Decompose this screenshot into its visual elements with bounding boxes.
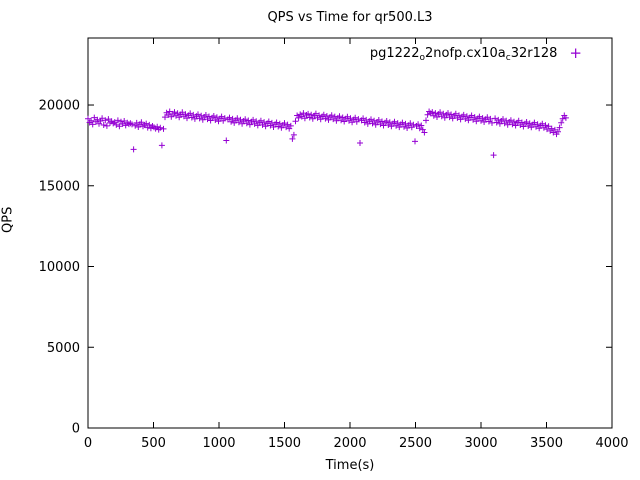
x-tick-label: 1500 (268, 436, 301, 451)
legend-label-subscript: o (419, 53, 425, 63)
x-tick-label: 2500 (399, 436, 432, 451)
legend-label-part: pg1222 (369, 46, 420, 61)
x-tick-label: 0 (84, 436, 92, 451)
x-tick-label: 3000 (464, 436, 497, 451)
legend-label-part: 32r128 (510, 46, 558, 61)
x-tick-label: 4000 (595, 436, 628, 451)
y-tick-label: 15000 (39, 179, 80, 194)
x-tick-label: 500 (141, 436, 166, 451)
y-tick-label: 10000 (39, 260, 80, 275)
legend-label-part: 2nofp.cx10a (424, 46, 506, 61)
chart-title: QPS vs Time for qr500.L3 (267, 10, 433, 25)
x-tick-label: 2000 (333, 436, 366, 451)
x-tick-label: 1000 (202, 436, 235, 451)
scatter-series (85, 108, 569, 159)
y-tick-label: 0 (72, 422, 80, 437)
y-tick-label: 20000 (39, 99, 80, 114)
x-axis-label: Time(s) (325, 458, 375, 473)
y-axis-label: QPS (0, 206, 16, 233)
plus-marker-icon: + (569, 44, 582, 62)
legend: pg1222o2nofp.cx10ac32r128 + (369, 44, 582, 64)
legend-label-subscript: c (505, 53, 511, 63)
y-tick-label: 5000 (47, 341, 80, 356)
x-tick-label: 3500 (530, 436, 563, 451)
plot-border (87, 37, 613, 429)
legend-label: pg1222o2nofp.cx10ac32r128 (369, 46, 558, 63)
